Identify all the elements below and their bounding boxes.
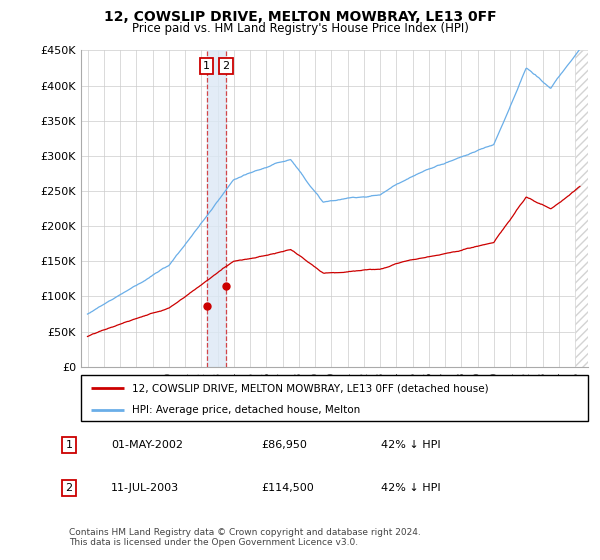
Text: 2: 2 bbox=[223, 61, 230, 71]
Text: Price paid vs. HM Land Registry's House Price Index (HPI): Price paid vs. HM Land Registry's House … bbox=[131, 22, 469, 35]
Text: 1: 1 bbox=[203, 61, 210, 71]
Text: £86,950: £86,950 bbox=[261, 440, 307, 450]
Text: 01-MAY-2002: 01-MAY-2002 bbox=[111, 440, 183, 450]
Bar bbox=[206, 50, 226, 367]
Text: 12, COWSLIP DRIVE, MELTON MOWBRAY, LE13 0FF (detached house): 12, COWSLIP DRIVE, MELTON MOWBRAY, LE13 … bbox=[132, 383, 488, 393]
Text: £114,500: £114,500 bbox=[261, 483, 314, 493]
Text: 1: 1 bbox=[65, 440, 73, 450]
Text: Contains HM Land Registry data © Crown copyright and database right 2024.
This d: Contains HM Land Registry data © Crown c… bbox=[69, 528, 421, 547]
Text: 11-JUL-2003: 11-JUL-2003 bbox=[111, 483, 179, 493]
Text: 12, COWSLIP DRIVE, MELTON MOWBRAY, LE13 0FF: 12, COWSLIP DRIVE, MELTON MOWBRAY, LE13 … bbox=[104, 10, 496, 24]
Text: 2: 2 bbox=[65, 483, 73, 493]
Text: 42% ↓ HPI: 42% ↓ HPI bbox=[381, 483, 440, 493]
Text: HPI: Average price, detached house, Melton: HPI: Average price, detached house, Melt… bbox=[132, 405, 360, 415]
Text: 42% ↓ HPI: 42% ↓ HPI bbox=[381, 440, 440, 450]
FancyBboxPatch shape bbox=[81, 375, 588, 421]
